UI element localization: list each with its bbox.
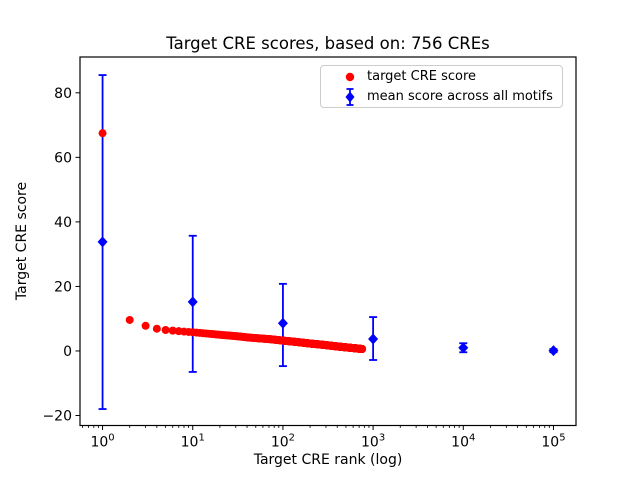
y-tick-label: 60 <box>54 150 72 166</box>
red-circle-marker-icon <box>333 71 367 83</box>
x-tick-label: 100 <box>90 433 114 451</box>
red-scatter-series <box>98 129 367 354</box>
x-axis: 100 101 102 103 104 105 <box>82 425 566 451</box>
blue-errorbar-series <box>97 74 559 410</box>
mean-diamond-marker <box>548 345 559 357</box>
legend: target CRE score mean score across all m… <box>320 65 563 108</box>
chart-title: Target CRE scores, based on: 756 CREs <box>166 34 490 53</box>
mean-diamond-marker <box>368 333 379 345</box>
x-tick-label: 102 <box>271 433 295 451</box>
target-score-point <box>168 326 177 335</box>
blue-diamond-errorbar-marker-icon <box>333 87 367 107</box>
x-tick-label: 103 <box>361 433 385 451</box>
legend-label: mean score across all motifs <box>367 89 553 104</box>
mean-diamond-marker <box>277 317 288 329</box>
x-axis-label: Target CRE rank (log) <box>253 452 403 468</box>
x-tick-label: 104 <box>451 433 475 451</box>
x-tick-label: 101 <box>181 433 205 451</box>
y-axis: −20 0 20 40 60 80 <box>42 86 80 424</box>
target-score-point <box>125 315 134 324</box>
target-score-point <box>358 345 367 354</box>
y-tick-label: −20 <box>42 408 72 424</box>
target-score-point <box>141 321 150 330</box>
legend-label: target CRE score <box>367 69 477 84</box>
legend-item-mean-score: mean score across all motifs <box>321 87 562 107</box>
target-score-point <box>152 324 161 333</box>
target-score-point <box>98 129 107 138</box>
mean-diamond-marker <box>458 342 469 354</box>
y-tick-label: 0 <box>63 344 72 360</box>
target-score-point <box>161 325 170 334</box>
mean-diamond-marker <box>97 236 108 248</box>
y-tick-label: 20 <box>54 279 72 295</box>
y-axis-label: Target CRE score <box>14 181 30 301</box>
y-tick-label: 40 <box>54 215 72 231</box>
axes-frame <box>79 56 577 427</box>
legend-item-target-score: target CRE score <box>321 67 562 87</box>
x-tick-label: 105 <box>541 433 565 451</box>
mean-diamond-marker <box>187 296 198 308</box>
y-tick-label: 80 <box>54 86 72 102</box>
